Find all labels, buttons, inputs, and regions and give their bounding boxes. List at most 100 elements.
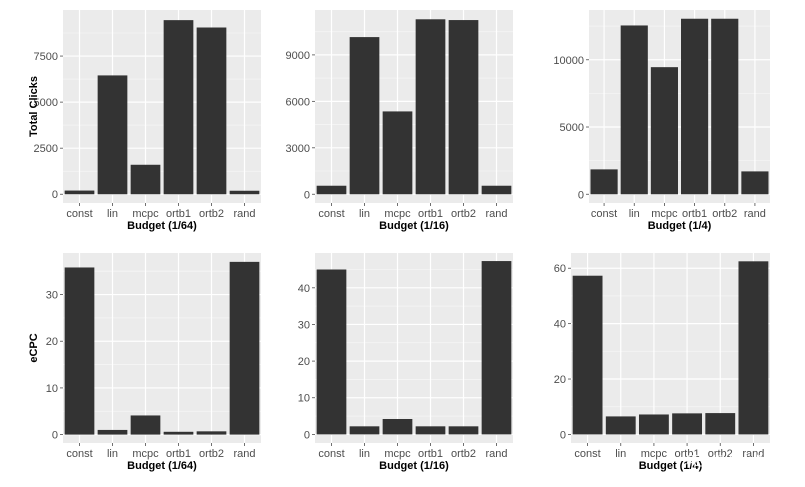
- bar-lin: [350, 426, 380, 434]
- bar-mcpc: [131, 415, 161, 434]
- x-tick-label: lin: [107, 208, 118, 220]
- x-axis-title: Budget (1/16): [379, 460, 449, 472]
- bar-lin: [98, 430, 128, 435]
- chart-panel-2: 0 3000 6000 9000 const lin mcpc ortb1 ortb2 rand B…: [286, 10, 513, 232]
- chart-panel-1: 0 2500 5000 7500 const lin mcpc ortb1 ortb2 rand B…: [28, 10, 261, 232]
- x-tick-label: rand: [485, 448, 507, 460]
- x-tick-label: const: [66, 448, 92, 460]
- x-tick-label: rand: [485, 208, 507, 220]
- y-tick-label: 9000: [286, 50, 310, 62]
- x-tick-label: const: [591, 208, 617, 220]
- bar-ortb1: [681, 19, 708, 195]
- chart-panel-6: 0 20 40 60 const lin mcpc ortb1 ortb2 rand Budget …: [554, 253, 770, 472]
- y-tick-label: 0: [52, 430, 58, 442]
- x-tick-label: rand: [744, 208, 766, 220]
- y-tick-label: 60: [554, 263, 566, 275]
- y-tick-label: 30: [46, 290, 58, 302]
- panel-background: [315, 10, 513, 203]
- bar-ortb2: [449, 426, 479, 434]
- bar-lin: [621, 25, 648, 194]
- y-tick-label: 7500: [34, 51, 58, 63]
- y-tick-label: 2500: [34, 143, 58, 155]
- bar-const: [591, 169, 618, 194]
- y-tick-label: 3000: [286, 143, 310, 155]
- x-axis-title: Budget (1/64): [127, 460, 197, 472]
- bar-ortb2: [197, 28, 227, 195]
- x-tick-label: mcpc: [651, 208, 678, 220]
- y-tick-label: 20: [298, 356, 310, 368]
- x-tick-label: const: [66, 208, 92, 220]
- bar-rand: [741, 171, 768, 194]
- chart-panel-4: 0 10 20 30 const lin mcpc ortb1 ortb2 rand Budget …: [28, 253, 261, 472]
- x-tick-label: lin: [615, 448, 626, 460]
- y-tick-label: 6000: [286, 96, 310, 108]
- x-tick-label: mcpc: [641, 448, 668, 460]
- y-tick-label: 10: [46, 383, 58, 395]
- y-tick-label: 0: [578, 189, 584, 201]
- x-tick-label: ortb2: [451, 208, 476, 220]
- x-tick-label: ortb2: [199, 448, 224, 460]
- y-tick-label: 0: [560, 429, 566, 441]
- x-tick-label: lin: [107, 448, 118, 460]
- x-tick-label: lin: [629, 208, 640, 220]
- bar-mcpc: [383, 111, 413, 194]
- bar-ortb2: [705, 413, 735, 434]
- x-tick-label: ortb1: [166, 448, 191, 460]
- x-tick-label: mcpc: [384, 448, 411, 460]
- x-tick-label: rand: [233, 208, 255, 220]
- chart-panel-5: 0 10 20 30 40 const lin mcpc ortb1 ortb2 rand Budge…: [298, 253, 513, 472]
- bar-const: [65, 267, 95, 434]
- x-tick-label: ortb2: [199, 208, 224, 220]
- y-tick-label: 5000: [560, 122, 584, 134]
- bar-lin: [98, 75, 128, 194]
- y-tick-label: 10000: [553, 55, 584, 67]
- y-tick-label: 40: [298, 283, 310, 295]
- x-tick-label: const: [318, 208, 344, 220]
- x-tick-label: lin: [359, 208, 370, 220]
- x-tick-label: mcpc: [384, 208, 411, 220]
- x-tick-label: ortb1: [166, 208, 191, 220]
- bar-const: [317, 186, 347, 195]
- bar-lin: [350, 37, 380, 194]
- y-tick-label: 40: [554, 319, 566, 331]
- x-tick-label: const: [318, 448, 344, 460]
- x-axis-title: Budget (1/16): [379, 220, 449, 232]
- bar-mcpc: [639, 414, 669, 434]
- watermark-text: 稀土掘金技术社区: [686, 454, 790, 470]
- bar-ortb1: [416, 19, 446, 194]
- bar-lin: [606, 416, 636, 434]
- bar-ortb2: [711, 19, 738, 195]
- x-tick-label: ortb2: [451, 448, 476, 460]
- x-axis-title: Budget (1/4): [648, 220, 712, 232]
- bar-chart-figure: 0250050007500const lin mcpc ortb1 ortb2 randB…: [0, 0, 805, 487]
- bar-rand: [482, 186, 512, 195]
- y-tick-label: 0: [304, 429, 310, 441]
- bar-const: [573, 276, 603, 435]
- bar-mcpc: [383, 419, 413, 434]
- y-tick-label: 10: [298, 393, 310, 405]
- x-tick-label: ortb1: [418, 448, 443, 460]
- x-axis-title: Budget (1/64): [127, 220, 197, 232]
- x-tick-label: ortb1: [418, 208, 443, 220]
- bar-rand: [230, 262, 260, 435]
- x-tick-label: const: [574, 448, 600, 460]
- y-axis-title: Total Clicks: [28, 76, 40, 137]
- chart-panel-3: 0 5000 10000 const lin mcpc ortb1 ortb2 rand Budg…: [553, 10, 770, 232]
- y-tick-label: 20: [554, 374, 566, 386]
- bar-ortb1: [164, 432, 194, 435]
- x-tick-label: mcpc: [132, 448, 159, 460]
- bar-const: [65, 191, 95, 195]
- x-tick-label: ortb1: [682, 208, 707, 220]
- y-axis-title: eCPC: [28, 333, 40, 362]
- x-tick-label: mcpc: [132, 208, 159, 220]
- bar-rand: [738, 261, 768, 434]
- x-tick-label: ortb2: [712, 208, 737, 220]
- bar-ortb1: [164, 20, 194, 194]
- bar-ortb2: [449, 20, 479, 194]
- bar-rand: [482, 261, 512, 434]
- y-tick-label: 30: [298, 319, 310, 331]
- panel-background: [63, 10, 261, 203]
- bar-ortb1: [672, 413, 702, 434]
- y-tick-label: 0: [304, 189, 310, 201]
